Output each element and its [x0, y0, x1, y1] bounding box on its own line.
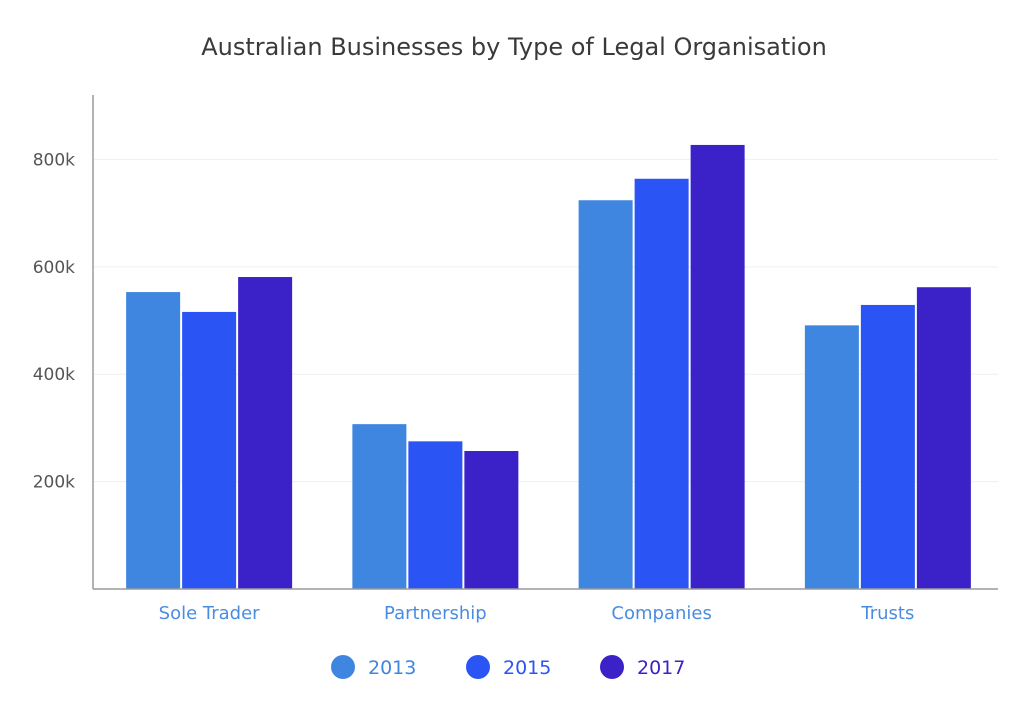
legend-label: 2017: [637, 657, 685, 679]
bar-2017-partnership: [464, 451, 519, 589]
bar-2013-companies: [578, 200, 633, 590]
bar-2015-companies: [634, 178, 689, 590]
legend-marker: [600, 655, 624, 679]
bar-2013-trusts: [804, 325, 859, 589]
legend-marker: [466, 655, 490, 679]
bar-2013-sole-trader: [126, 292, 181, 589]
legend-label: 2015: [503, 657, 551, 679]
bar-2017-trusts: [916, 287, 971, 589]
x-tick-label: Partnership: [384, 603, 487, 624]
x-tick-label: Companies: [611, 603, 711, 624]
y-tick-label: 200k: [33, 473, 75, 493]
x-axis-ticks: Sole Trader Partnership Companies Trusts: [159, 603, 915, 624]
x-tick-label: Sole Trader: [159, 603, 261, 624]
y-tick-label: 600k: [33, 258, 75, 278]
bars: [126, 144, 971, 590]
x-tick-label: Trusts: [860, 603, 914, 624]
legend-item-2017[interactable]: 2017: [600, 655, 685, 679]
bar-2015-partnership: [408, 441, 463, 589]
legend: 2013 2015 2017: [331, 655, 685, 679]
axes: [92, 95, 998, 590]
y-axis-ticks: 200k 400k 600k 800k: [33, 150, 75, 492]
bar-2015-trusts: [860, 304, 915, 589]
legend-item-2015[interactable]: 2015: [466, 655, 551, 679]
bar-2017-sole-trader: [238, 277, 293, 589]
bar-2017-companies: [690, 144, 745, 589]
y-tick-label: 400k: [33, 365, 75, 385]
bar-2015-sole-trader: [182, 311, 237, 589]
y-tick-label: 800k: [33, 150, 75, 170]
legend-marker: [331, 655, 355, 679]
chart-title: Australian Businesses by Type of Legal O…: [201, 33, 827, 61]
legend-item-2013[interactable]: 2013: [331, 655, 416, 679]
bar-2013-partnership: [352, 424, 407, 589]
legend-label: 2013: [368, 657, 416, 679]
